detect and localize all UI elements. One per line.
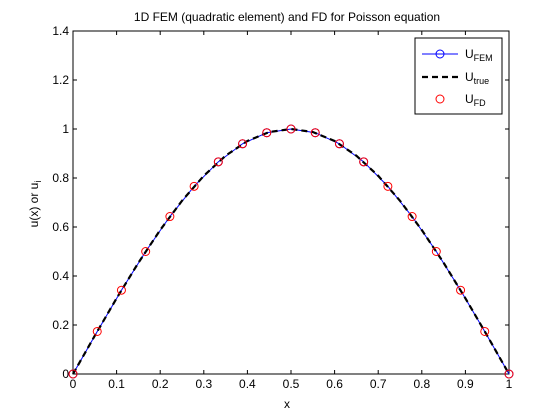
series-fd-point (189, 181, 199, 191)
series-true-line (72, 127, 510, 375)
legend-true-label: Utrue (465, 70, 489, 86)
y-tick-label: 0.6 (52, 220, 69, 234)
series-fd-point (480, 326, 490, 336)
series-fd-point (92, 326, 102, 336)
series-fd-point (431, 247, 441, 256)
series-fd-point (141, 247, 151, 256)
series-fd-point (262, 128, 272, 138)
y-tick-label: 1 (62, 122, 69, 136)
series-fd-point (165, 212, 175, 222)
x-tick-label: 0.5 (283, 377, 300, 391)
legend-fem-marker (435, 49, 445, 59)
x-tick-label: 0.9 (457, 377, 474, 391)
series-fd-point (238, 139, 248, 149)
series-fd-point (383, 181, 393, 191)
legend-true-sub: true (474, 76, 490, 86)
legend-fd-marker (435, 94, 445, 104)
y-tick-label: 0 (62, 367, 69, 381)
x-tick-label: 0.1 (108, 377, 125, 391)
y-axis: 0 0.2 0.4 0.6 0.8 1 1.2 1.4 (52, 24, 509, 381)
series-fd-point (286, 124, 296, 134)
series-fd-point (310, 128, 320, 138)
x-tick-label: 0.8 (413, 377, 430, 391)
legend-fd-sub: FD (474, 98, 486, 108)
series-fd-point (334, 139, 344, 149)
series-fd-point (68, 369, 78, 379)
series-fd-point (504, 369, 514, 379)
series-fd-point (116, 285, 126, 295)
x-tick-label: 0 (70, 377, 77, 391)
series-fd-point (359, 157, 369, 167)
series-fd-point (213, 157, 223, 167)
legend: UFEM Utrue UFD (414, 37, 503, 115)
series-fd-point (407, 212, 417, 222)
x-tick-label: 0.3 (195, 377, 212, 391)
y-tick-label: 1.4 (52, 24, 69, 38)
series-fd-point (456, 285, 466, 295)
series-layer (68, 124, 514, 379)
y-axis-label-sub: i (33, 181, 43, 183)
y-axis-label: u(x) or ui (27, 181, 43, 228)
y-axis-label-main: u(x) or u (27, 183, 41, 228)
x-tick-label: 1 (506, 377, 513, 391)
legend-fem-label: UFEM (465, 47, 493, 63)
y-tick-label: 0.4 (52, 269, 69, 283)
x-tick-label: 0.7 (370, 377, 387, 391)
legend-fd-main: U (465, 92, 474, 106)
x-tick-label: 0.6 (326, 377, 343, 391)
legend-fem-main: U (465, 47, 474, 61)
legend-fem-sub: FEM (474, 53, 493, 63)
x-tick-label: 0.2 (152, 377, 169, 391)
legend-true-main: U (465, 70, 474, 84)
legend-fd-label: UFD (465, 92, 486, 108)
x-tick-label: 0.4 (239, 377, 256, 391)
x-axis: 0 0.1 0.2 0.3 0.4 0.5 0.6 0.7 0.8 0.9 1 (70, 31, 513, 391)
y-tick-label: 1.2 (52, 73, 69, 87)
y-tick-label: 0.2 (52, 318, 69, 332)
legend-box (414, 37, 503, 115)
chart-title: 1D FEM (quadratic element) and FD for Po… (134, 10, 440, 24)
x-axis-label: x (284, 397, 290, 411)
y-tick-label: 0.8 (52, 171, 69, 185)
